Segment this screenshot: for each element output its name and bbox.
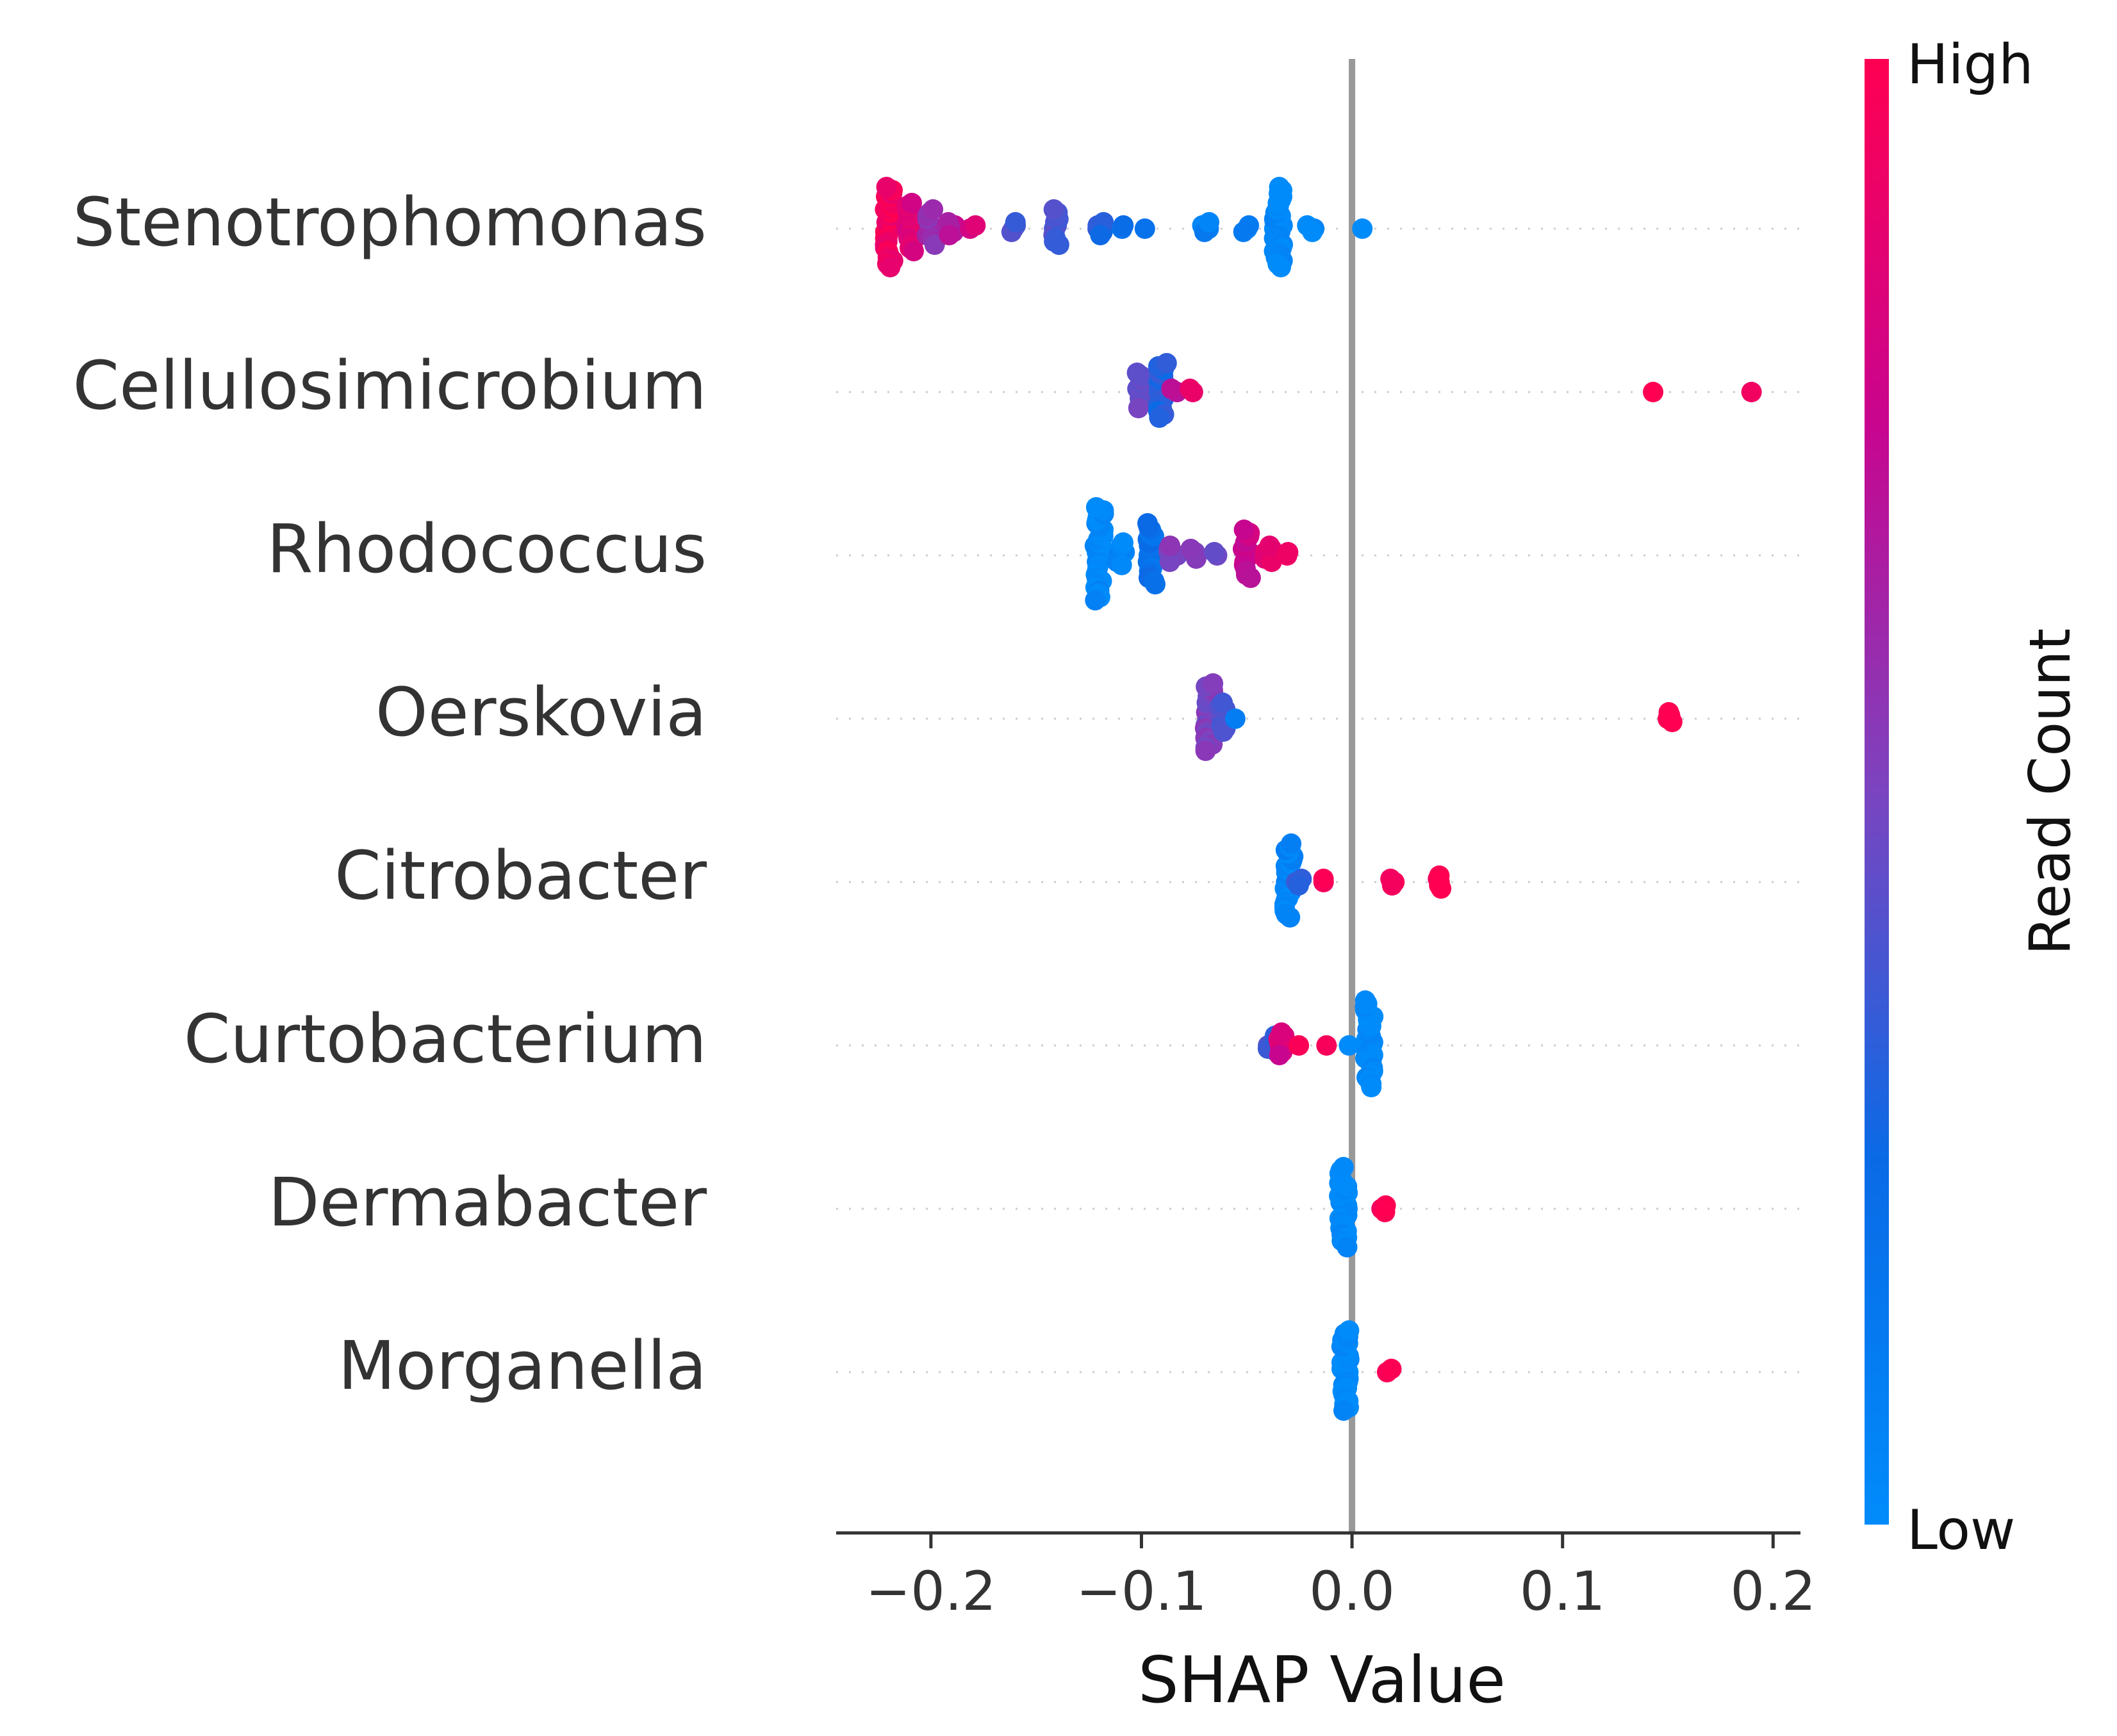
shap-point [1355,990,1376,1011]
shap-point [1259,536,1280,556]
shap-point [1005,212,1026,233]
shap-point [1180,539,1201,559]
feature-label-rhodococcus: Rhodococcus [267,510,707,588]
shap-point [1090,225,1111,245]
shap-point [1149,407,1170,428]
shap-point [1271,257,1291,277]
feature-labels: Stenotrophomonas Cellulosimicrobium Rhodoc… [72,183,707,1405]
shap-point [1261,552,1282,572]
shap-point [1339,1320,1360,1341]
shap-point [1361,1077,1382,1097]
feature-label-cellulosimicrobium: Cellulosimicrobium [72,347,707,425]
feature-label-dermabacter: Dermabacter [268,1163,707,1241]
feature-label-oerskovia: Oerskovia [375,673,707,751]
shap-point [1126,363,1148,383]
shap-point [1199,212,1219,233]
shap-point [1431,878,1452,899]
shap-point [1160,536,1181,556]
shap-point [1269,177,1290,197]
shap-point [1278,542,1299,562]
shap-point [1289,1035,1310,1056]
shap-point [876,177,897,197]
shap-point [1113,215,1134,236]
shap-point [924,234,945,255]
shap-point [1658,702,1679,723]
shap-point [1233,222,1254,242]
shap-point [1333,1157,1354,1177]
shap-point [1302,222,1323,242]
shap-point [1269,1045,1290,1065]
shap-point [1313,869,1334,889]
shap-point [1337,1237,1358,1257]
x-axis-ticks: −0.2 −0.1 0.0 0.1 0.2 [866,1533,1816,1623]
shap-point [1381,875,1403,896]
shap-point [1381,1359,1402,1379]
colorbar [1865,59,1889,1525]
colorbar-title: Read Count [2017,628,2083,955]
shap-point [923,199,944,220]
x-tick-label: −0.1 [1076,1560,1207,1623]
shap-point [1374,1202,1396,1222]
shap-point [1204,542,1225,562]
data-points [875,177,1762,1421]
shap-point [903,241,924,261]
shap-point [1212,692,1233,713]
shap-point [1288,875,1309,896]
shap-point [902,193,922,213]
shap-point [1085,590,1106,610]
shap-point [1048,234,1069,255]
shap-point [1339,1035,1360,1056]
shap-point [1281,833,1302,854]
shap-point [1180,379,1201,399]
shap-point [1741,382,1762,402]
shap-point [1137,513,1158,534]
shap-point [1128,398,1149,418]
x-tick-label: 0.0 [1309,1560,1395,1623]
x-axis-label: SHAP Value [1138,1642,1506,1717]
shap-point [1316,1035,1337,1056]
shap-point [1233,520,1255,540]
x-tick-label: 0.1 [1520,1560,1606,1623]
feature-label-stenotrophomonas: Stenotrophomonas [72,183,707,261]
feature-label-morganella: Morganella [338,1327,707,1405]
shap-point [1280,907,1301,928]
feature-label-curtobacterium: Curtobacterium [184,1000,707,1078]
shap-point [1240,568,1261,588]
shap-point [1159,552,1180,572]
shap-point [939,225,960,245]
colorbar-high-label: High [1907,33,2034,97]
shap-point [965,215,986,236]
shap-point [1203,673,1224,694]
colorbar-low-label: Low [1907,1498,2015,1562]
shap-point [1043,199,1064,220]
shap-point [1224,708,1246,729]
shap-point [1145,574,1166,594]
shap-point [1195,741,1216,761]
shap-point [1643,382,1663,402]
x-tick-label: −0.2 [866,1560,996,1623]
shap-point [1271,1022,1292,1043]
shap-point [1111,555,1132,575]
shap-point [880,257,901,277]
x-tick-label: 0.2 [1730,1560,1816,1623]
shap-point [1156,353,1177,373]
shap-point [1352,218,1373,239]
shap-point [1113,532,1133,553]
shap-point [1333,1400,1354,1421]
shap-point [1085,497,1107,518]
shap-point [1161,379,1182,399]
shap-point [1134,218,1155,239]
feature-label-citrobacter: Citrobacter [334,837,707,915]
